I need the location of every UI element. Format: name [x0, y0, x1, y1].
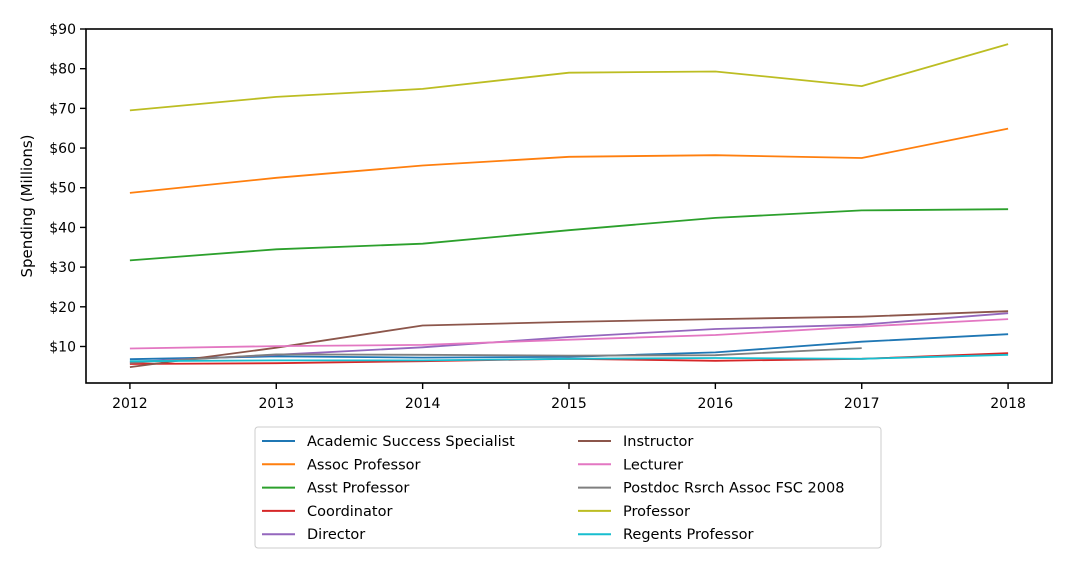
y-axis-label: Spending (Millions) — [18, 134, 36, 277]
series-line-assoc-professor — [129, 127, 1009, 194]
y-tick-label: $90 — [49, 22, 76, 38]
y-axis: $10 $20 $30 $40 $50 $60 $70 $80 $90 — [49, 22, 86, 355]
legend-entry-label: Postdoc Rsrch Assoc FSC 2008 — [623, 481, 844, 497]
legend: Academic Success Specialist Assoc Profess… — [254, 426, 882, 549]
y-tick-label: $10 — [49, 339, 76, 355]
x-tick-label: 2012 — [112, 396, 148, 412]
legend-entry-label: Asst Professor — [307, 481, 409, 497]
x-axis: 2012 2013 2014 2015 2016 2017 2018 — [112, 383, 1026, 412]
legend-entry-label: Lecturer — [623, 457, 683, 473]
series-line-regents-professor — [129, 353, 1009, 363]
series-line-asst-professor — [129, 208, 1009, 262]
legend-entry-label: Regents Professor — [623, 527, 754, 543]
series-line-professor — [129, 43, 1009, 112]
plot-area-frame — [85, 28, 1053, 384]
x-tick-label: 2017 — [844, 396, 880, 412]
y-tick-label: $70 — [49, 101, 76, 117]
legend-frame — [254, 426, 882, 549]
legend-entry-label: Assoc Professor — [307, 457, 420, 473]
x-tick-label: 2014 — [405, 396, 441, 412]
y-tick-label: $40 — [49, 220, 76, 236]
y-tick-label: $30 — [49, 260, 76, 276]
x-tick-label: 2013 — [258, 396, 294, 412]
series-line-academic-success-specialist — [129, 333, 1009, 361]
legend-entry-label: Professor — [623, 504, 690, 520]
legend-entry-label: Director — [307, 527, 365, 543]
series-line-instructor — [129, 310, 1009, 368]
y-tick-label: $80 — [49, 62, 76, 78]
legend-entry-label: Coordinator — [307, 504, 392, 520]
x-tick-label: 2015 — [551, 396, 587, 412]
legend-entry-label: Academic Success Specialist — [307, 434, 515, 450]
y-tick-label: $60 — [49, 141, 76, 157]
y-tick-label: $50 — [49, 181, 76, 197]
x-tick-label: 2016 — [698, 396, 734, 412]
legend-entry-label: Instructor — [623, 434, 693, 450]
series-line-lecturer — [129, 318, 1009, 350]
x-tick-label: 2018 — [990, 396, 1026, 412]
series-line-postdoc-rsrch-assoc-fsc-2008 — [129, 347, 862, 364]
plot-lines — [129, 43, 1009, 368]
y-tick-label: $20 — [49, 300, 76, 316]
